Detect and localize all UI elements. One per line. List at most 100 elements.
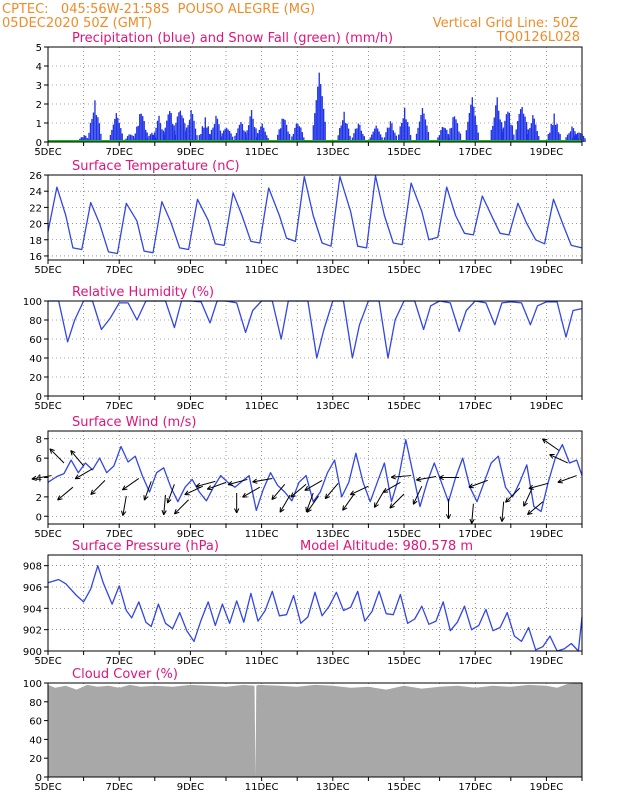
precip-bar: [149, 134, 152, 142]
wind-arrow: [195, 480, 216, 488]
precip-bar: [450, 127, 453, 142]
precip-bar: [151, 132, 153, 142]
x-tick-label: 5DEC: [34, 656, 61, 667]
precip-bar: [220, 136, 222, 142]
series-line: [47, 565, 583, 652]
series-line: [47, 439, 583, 513]
precip-bar: [501, 132, 503, 142]
precip-bar: [526, 134, 528, 142]
wind-arrow-head: [236, 508, 240, 514]
wind-arrow-head: [74, 474, 79, 480]
precip-bar: [142, 116, 144, 142]
precip-bar: [383, 137, 386, 142]
precip-bar: [172, 124, 174, 142]
precip-bar: [166, 120, 168, 142]
y-tick-label: 26: [29, 171, 42, 182]
wind-arrow-head: [557, 481, 563, 484]
wind-arrow-head: [527, 512, 533, 516]
precip-bar: [279, 128, 282, 142]
x-tick-label: 15DEC: [387, 656, 421, 667]
precip-bar: [557, 132, 560, 142]
precip-bar: [470, 104, 472, 142]
precip-bar: [300, 127, 302, 142]
wind-arrow: [557, 475, 577, 483]
y-tick-label: 4: [36, 62, 42, 73]
y-tick-label: 908: [23, 562, 42, 573]
wind-arrow-head: [90, 489, 93, 495]
precip-bar: [312, 125, 314, 142]
precip-bar: [444, 128, 446, 142]
wind-arrow: [549, 454, 568, 464]
precip-bar: [517, 121, 519, 142]
precip-bar: [191, 114, 194, 142]
precip-bar: [231, 136, 234, 142]
wind-arrow-head: [167, 499, 172, 504]
y-tick-label: 40: [29, 354, 42, 365]
y-tick-label: 80: [29, 316, 42, 327]
precip-bar: [515, 129, 517, 142]
x-tick-label: 7DEC: [106, 656, 133, 667]
precip-bar: [155, 127, 157, 142]
precip-bar: [452, 117, 454, 142]
precip-bar: [495, 105, 497, 142]
precip-bar: [198, 135, 201, 142]
precip-bar: [128, 134, 130, 142]
precip-bar: [582, 135, 585, 142]
wind-arrow-head: [57, 495, 61, 501]
precip-bar: [264, 131, 266, 142]
wind-arrow-head: [195, 482, 201, 487]
precip-bar: [167, 114, 169, 142]
precip-bar: [218, 124, 220, 142]
precip-bar: [193, 120, 195, 142]
precip-bar: [221, 133, 223, 142]
x-tick-label: 17DEC: [458, 782, 492, 793]
precip-bar: [552, 125, 554, 142]
x-tick-label: 19DEC: [530, 401, 564, 412]
x-tick-label: 5DEC: [34, 265, 61, 276]
precip-bar: [578, 132, 580, 142]
wind-arrow-head: [290, 495, 296, 498]
precip-bar: [508, 112, 511, 142]
precip-bar: [423, 113, 425, 142]
precip-bar: [320, 83, 322, 142]
precip-bar: [377, 128, 379, 142]
wind-arrow-head: [468, 483, 473, 488]
y-tick-label: 5: [36, 43, 42, 54]
wind-arrow-head: [542, 438, 548, 441]
precip-bar: [408, 126, 410, 142]
y-tick-label: 906: [23, 583, 42, 594]
precip-bar: [379, 134, 382, 142]
precip-bar: [493, 117, 495, 142]
precip-bar: [388, 127, 390, 142]
precip-bar: [386, 127, 389, 142]
precip-bar: [565, 137, 567, 142]
precip-bar: [148, 135, 150, 142]
wind-arrow-head: [144, 496, 149, 501]
precip-bar: [204, 117, 206, 142]
precip-bar: [216, 118, 219, 142]
precip-bar: [372, 131, 374, 142]
cloud-area: [48, 683, 582, 777]
precip-bar: [115, 113, 117, 142]
precip-bar: [187, 124, 189, 142]
precip-bar: [375, 125, 377, 142]
precip-bar: [158, 115, 160, 142]
x-tick-label: 7DEC: [106, 529, 133, 540]
precip-bar: [356, 128, 358, 142]
header-grid-note: Vertical Grid Line: 50Z: [433, 16, 578, 31]
precip-bar: [182, 118, 185, 142]
precip-bar: [175, 122, 177, 142]
precip-bar: [266, 135, 268, 142]
wind-arrow-head: [252, 481, 258, 484]
wind-arrow-head: [184, 490, 189, 495]
wind-arrow: [122, 495, 127, 516]
y-tick-label: 0: [36, 512, 42, 523]
precip-bar: [161, 129, 163, 142]
precip-bar: [152, 134, 154, 142]
y-tick-label: 18: [29, 236, 42, 247]
precip-bar: [98, 123, 101, 142]
precip-bar: [201, 126, 204, 142]
precip-bar: [499, 119, 501, 142]
wind-arrow: [527, 501, 544, 515]
